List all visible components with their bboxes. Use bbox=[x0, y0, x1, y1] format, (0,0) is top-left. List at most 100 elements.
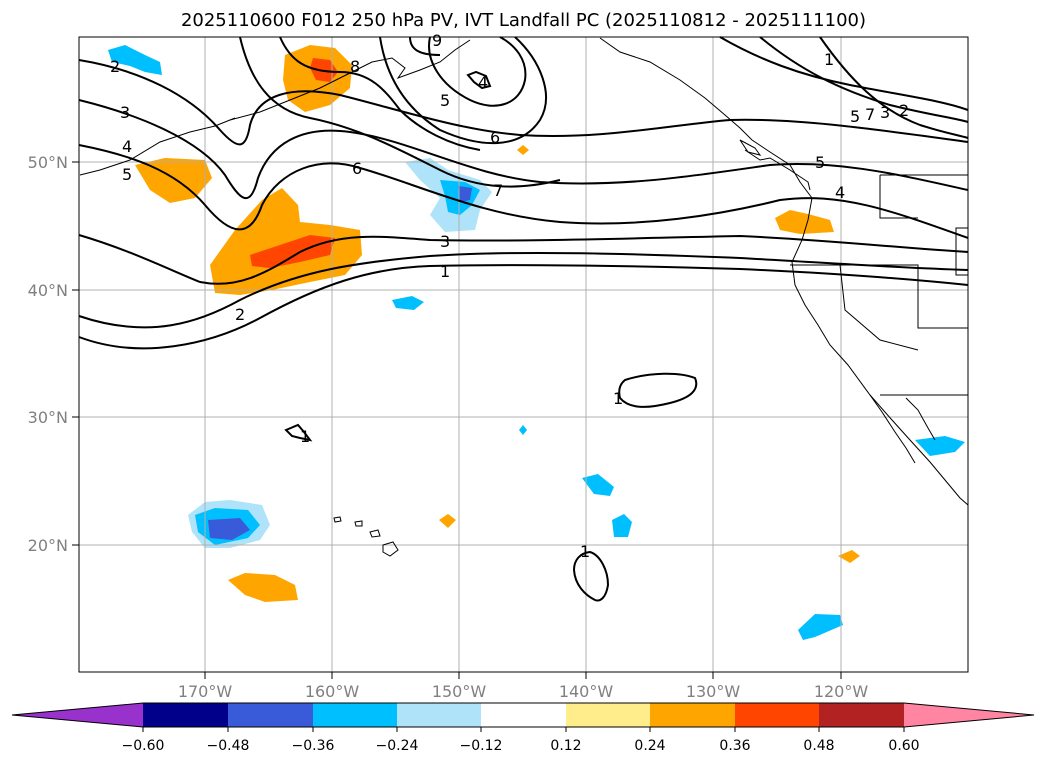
contour-1 bbox=[78, 264, 969, 350]
contour-1-south bbox=[572, 550, 610, 602]
contour-4 bbox=[78, 144, 969, 239]
colorbar-bin bbox=[397, 703, 481, 727]
contour-labels: 1 1 1 1 1 2 2 2 3 3 3 4 4 4 5 5 5 5 6 6 … bbox=[110, 31, 909, 561]
lat-label: 40°N bbox=[28, 281, 68, 300]
lon-label: 150°W bbox=[432, 682, 487, 701]
shade-negative-nw bbox=[108, 45, 162, 75]
hawaii-oahu bbox=[354, 520, 363, 527]
shade-positive-dot1 bbox=[439, 514, 456, 528]
contours bbox=[78, 36, 969, 602]
map-frame bbox=[78, 36, 969, 673]
colorbar-label: 0.48 bbox=[803, 738, 834, 754]
contour-label: 2 bbox=[235, 305, 245, 324]
coastlines bbox=[79, 37, 969, 506]
hawaii-big bbox=[382, 541, 399, 557]
lon-label: 120°W bbox=[814, 682, 869, 701]
shade-negative-dot4 bbox=[519, 425, 527, 435]
hawaii-kauai bbox=[333, 516, 342, 523]
contour-label: 4 bbox=[122, 137, 132, 156]
coast-bc-islands bbox=[744, 149, 811, 191]
contour-label: 1 bbox=[613, 389, 623, 408]
colorbar-bin bbox=[819, 703, 904, 727]
contour-label: 7 bbox=[493, 181, 503, 200]
contour-4-loop bbox=[466, 70, 492, 90]
contour-label: 1 bbox=[440, 262, 450, 281]
border-state1 bbox=[879, 175, 918, 219]
coast-baja bbox=[869, 394, 916, 464]
contour-label: 3 bbox=[120, 103, 130, 122]
island-bc bbox=[739, 139, 762, 156]
lat-label: 30°N bbox=[28, 408, 68, 427]
coast-west-us bbox=[791, 197, 969, 506]
contour-label: 4 bbox=[835, 183, 845, 202]
shade-positive-dot2 bbox=[517, 145, 529, 155]
colorbar-label: −0.60 bbox=[122, 738, 165, 754]
contour-label: 1 bbox=[824, 50, 834, 69]
shade-negative-dot1 bbox=[582, 474, 614, 496]
shade-positive-south bbox=[228, 573, 298, 602]
lon-label: 160°W bbox=[305, 682, 360, 701]
coast-alaska-peninsula bbox=[229, 39, 471, 121]
contour-label: 6 bbox=[352, 159, 362, 178]
contour-label: 1 bbox=[300, 427, 310, 446]
border-state2 bbox=[790, 264, 968, 329]
shade-positive-central-core bbox=[250, 235, 335, 268]
contour-label: 5 bbox=[815, 153, 825, 172]
colorbar-bin bbox=[143, 703, 228, 727]
contour-8 bbox=[279, 36, 481, 151]
shade-negative-southwest-core bbox=[208, 518, 250, 540]
islands bbox=[333, 139, 762, 557]
contour-1-small bbox=[284, 423, 313, 442]
contour-label: 2 bbox=[899, 101, 909, 120]
colorbar-bin bbox=[313, 703, 397, 727]
shade-negative-mexico bbox=[915, 436, 965, 456]
shaded-regions bbox=[108, 45, 965, 640]
lat-labels: 50°N 40°N 30°N 20°N bbox=[28, 153, 68, 555]
shade-negative-150w-core bbox=[458, 186, 472, 202]
colorbar-bin bbox=[566, 703, 650, 727]
contour-ne-1 bbox=[719, 36, 969, 111]
contour-label: 6 bbox=[490, 128, 500, 147]
contour-label: 3 bbox=[880, 103, 890, 122]
contour-label: 5 bbox=[850, 107, 860, 126]
contour-2 bbox=[78, 251, 969, 329]
shade-negative-small bbox=[392, 296, 424, 310]
contour-7 bbox=[239, 36, 561, 188]
lat-label: 50°N bbox=[28, 153, 68, 172]
map-title: 2025110600 F012 250 hPa PV, IVT Landfall… bbox=[180, 10, 867, 31]
gridlines bbox=[79, 37, 968, 672]
contour-9 bbox=[409, 36, 441, 56]
shade-positive-central bbox=[210, 188, 362, 295]
colorbar-label: −0.24 bbox=[376, 738, 419, 754]
coast-alaska-panhandle bbox=[599, 37, 813, 199]
shade-positive-dot3 bbox=[838, 550, 860, 563]
contour-label: 1 bbox=[580, 542, 590, 561]
shade-negative-dot3 bbox=[798, 614, 843, 640]
coast-gulf-california bbox=[905, 397, 936, 441]
colorbar-label: −0.48 bbox=[207, 738, 250, 754]
colorbar-label: 0.60 bbox=[888, 738, 919, 754]
contour-5 bbox=[78, 99, 969, 200]
lat-label: 20°N bbox=[28, 536, 68, 555]
contour-label: 7 bbox=[865, 105, 875, 124]
contour-label: 8 bbox=[350, 57, 360, 76]
colorbar-label: 0.12 bbox=[550, 738, 581, 754]
colorbar-extend-low bbox=[12, 703, 143, 727]
colorbar-bin bbox=[228, 703, 313, 727]
contour-3 bbox=[78, 234, 969, 285]
contour-1-east-box bbox=[618, 372, 698, 408]
shade-positive-coast bbox=[775, 210, 834, 234]
colorbar-ticks bbox=[142, 727, 905, 732]
shade-negative-dot2 bbox=[612, 514, 632, 537]
coast-aleutians bbox=[79, 117, 236, 176]
colorbar-label: 0.36 bbox=[719, 738, 750, 754]
contour-label: 9 bbox=[432, 31, 442, 50]
contour-label: 5 bbox=[122, 165, 132, 184]
colorbar-bin bbox=[481, 703, 566, 727]
colorbar-bin bbox=[735, 703, 819, 727]
contour-label: 4 bbox=[478, 73, 488, 92]
colorbar-label: 0.24 bbox=[634, 738, 665, 754]
contour-6-loop bbox=[379, 36, 547, 145]
lon-label: 140°W bbox=[559, 682, 614, 701]
